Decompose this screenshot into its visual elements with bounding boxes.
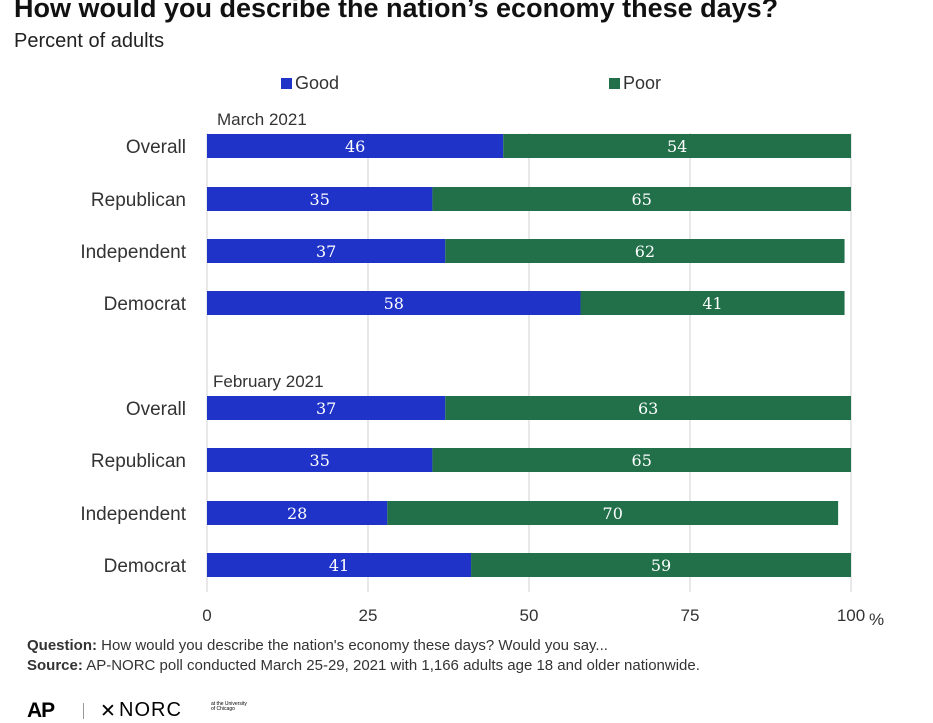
bar-value-label: 41 [702, 294, 722, 313]
category-label: Republican [91, 451, 186, 472]
norc-star-icon: ✕ [100, 701, 116, 722]
norc-logo-subtext: at the University of Chicago [211, 701, 247, 712]
category-label: Overall [126, 399, 186, 420]
bar-value-label: 58 [384, 294, 404, 313]
category-label: Overall [126, 137, 186, 158]
bar-good [207, 396, 446, 420]
bar-good [207, 291, 581, 315]
x-tick-label: 75 [681, 606, 700, 625]
bar-good [207, 553, 472, 577]
x-tick-label: 50 [520, 606, 539, 625]
bar-value-label: 35 [310, 451, 330, 470]
bar-poor [432, 448, 851, 472]
chart-title: How would you describe the nation’s econ… [14, 0, 779, 23]
category-label: Independent [80, 504, 186, 525]
group-label: March 2021 [217, 110, 307, 129]
chart-subtitle: Percent of adults [14, 30, 165, 52]
x-tick-label: 25 [359, 606, 378, 625]
legend: Good Poor [281, 73, 661, 93]
bar-poor [580, 291, 845, 315]
bar-value-label: 54 [667, 137, 687, 156]
x-tick-label: 0 [202, 606, 211, 625]
bar-good [207, 239, 446, 263]
stacked-bar-chart: Good Poor 46 54 35 65 37 62 58 41 37 63 35 65 28 70 41 5… [80, 73, 884, 629]
norc-logo: NORC [119, 699, 182, 721]
legend-swatch [281, 78, 292, 89]
bar-good [207, 448, 433, 472]
bars: 46 54 35 65 37 62 58 41 37 63 35 65 28 70 41 59 [207, 134, 851, 577]
bar-value-label: 35 [310, 190, 330, 209]
bar-poor [432, 187, 851, 211]
category-label: Democrat [104, 294, 187, 315]
bar-poor [503, 134, 851, 158]
category-label: Independent [80, 242, 186, 263]
bar-poor [445, 396, 851, 420]
bar-value-label: 37 [316, 399, 336, 418]
source-label: Source: [27, 657, 83, 674]
bar-poor [387, 501, 839, 525]
category-label: Republican [91, 190, 186, 211]
bar-value-label: 62 [635, 242, 655, 261]
x-axis-unit: % [869, 610, 884, 629]
bar-value-label: 28 [287, 504, 307, 523]
bar-value-label: 41 [329, 556, 349, 575]
group-label: February 2021 [213, 372, 324, 391]
bar-value-label: 37 [316, 242, 336, 261]
category-labels: March 2021 Overall Republican Independent De… [80, 110, 323, 577]
bar-value-label: 70 [603, 504, 623, 523]
category-label: Democrat [104, 556, 187, 577]
footer-source: Source: AP-NORC poll conducted March 25-… [27, 657, 700, 674]
bar-value-label: 63 [638, 399, 658, 418]
footer-question: Question: How would you describe the nat… [27, 637, 608, 654]
bar-value-label: 65 [632, 190, 652, 209]
bar-poor [471, 553, 851, 577]
legend-swatch [609, 78, 620, 89]
bar-poor [445, 239, 845, 263]
question-label: Question: [27, 637, 97, 654]
bar-good [207, 501, 388, 525]
legend-label: Good [295, 73, 339, 93]
x-tick-label: 100 [837, 606, 865, 625]
x-axis: 0 25 50 75 100% [202, 606, 884, 629]
ap-logo: AP [27, 699, 55, 722]
bar-good [207, 187, 433, 211]
bar-value-label: 65 [632, 451, 652, 470]
source-text: AP-NORC poll conducted March 25-29, 2021… [82, 657, 700, 674]
legend-label: Poor [623, 73, 661, 93]
bar-value-label: 59 [651, 556, 671, 575]
bar-value-label: 46 [345, 137, 365, 156]
logo-divider [83, 703, 84, 719]
question-text: How would you describe the nation's econ… [97, 637, 608, 654]
bar-good [207, 134, 504, 158]
logos: AP ✕ NORC at the University of Chicago [27, 697, 267, 722]
